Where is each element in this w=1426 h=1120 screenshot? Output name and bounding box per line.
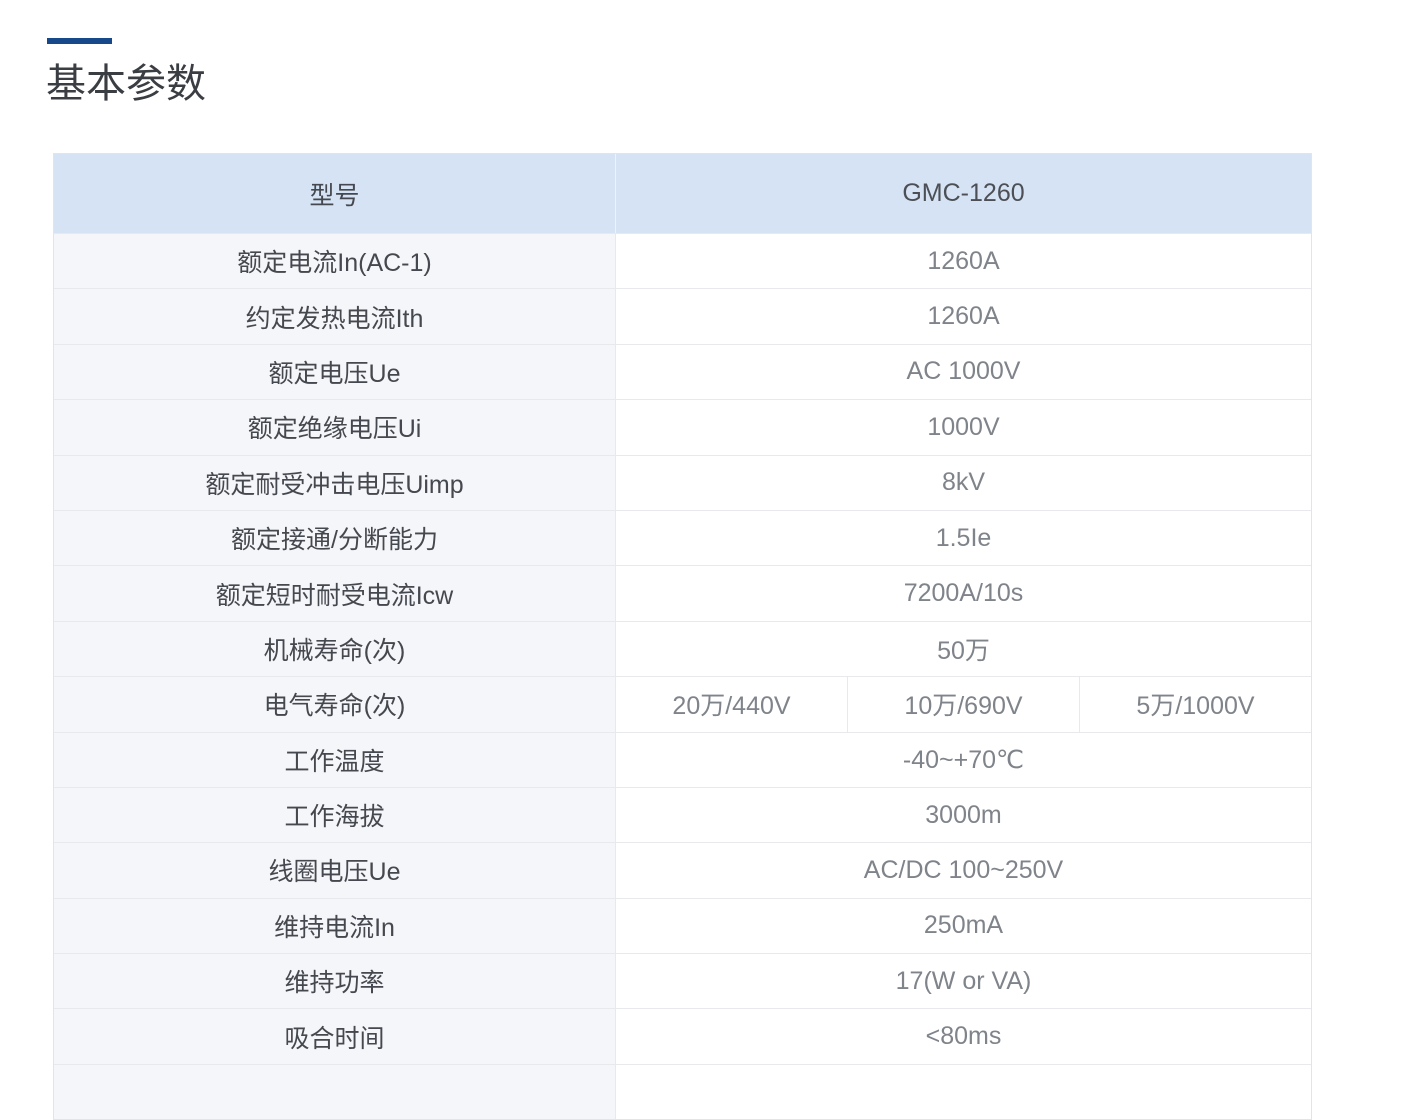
- table-row: 维持功率 17(W or VA): [54, 953, 1311, 1009]
- param-value: 250mA: [616, 898, 1311, 954]
- spec-table: 型号 GMC-1260 额定电流In(AC-1) 1260A 约定发热电流Ith…: [53, 153, 1312, 1120]
- accent-dash: [47, 38, 112, 44]
- param-value: 20万/440V: [616, 677, 847, 732]
- table-row: 额定绝缘电压Ui 1000V: [54, 399, 1311, 455]
- param-value: <80ms: [616, 1009, 1311, 1064]
- param-label: 工作温度: [54, 732, 616, 787]
- table-header-row: 型号 GMC-1260: [54, 154, 1311, 233]
- param-value: AC/DC 100~250V: [616, 843, 1311, 898]
- param-value: 8kV: [616, 455, 1311, 510]
- param-value: [616, 1064, 1311, 1120]
- param-label: 额定绝缘电压Ui: [54, 400, 616, 455]
- param-value: 3000m: [616, 787, 1311, 843]
- table-row: 工作温度 -40~+70℃: [54, 731, 1311, 787]
- table-row: 额定接通/分断能力 1.5Ie: [54, 509, 1311, 566]
- table-row: 额定电压Ue AC 1000V: [54, 343, 1311, 400]
- table-row-partial: [54, 1063, 1311, 1120]
- param-label: 额定耐受冲击电压Uimp: [54, 455, 616, 510]
- param-label: 约定发热电流Ith: [54, 289, 616, 344]
- param-label: 维持功率: [54, 954, 616, 1009]
- param-label: 吸合时间: [54, 1009, 616, 1064]
- param-label: 线圈电压Ue: [54, 843, 616, 898]
- header-label-model: 型号: [54, 154, 616, 233]
- param-value: 7200A/10s: [616, 566, 1311, 621]
- param-label: 额定接通/分断能力: [54, 510, 616, 566]
- param-value: 1260A: [616, 289, 1311, 344]
- param-label: 工作海拔: [54, 787, 616, 843]
- param-value: 5万/1000V: [1079, 677, 1311, 732]
- param-value: 1.5Ie: [616, 510, 1311, 566]
- table-row: 机械寿命(次) 50万: [54, 620, 1311, 677]
- table-row: 线圈电压Ue AC/DC 100~250V: [54, 842, 1311, 898]
- param-value: -40~+70℃: [616, 732, 1311, 787]
- table-row: 约定发热电流Ith 1260A: [54, 288, 1311, 344]
- param-value: AC 1000V: [616, 344, 1311, 400]
- param-label: 额定短时耐受电流Icw: [54, 566, 616, 621]
- param-label: 维持电流In: [54, 898, 616, 954]
- table-row: 额定电流In(AC-1) 1260A: [54, 233, 1311, 289]
- header-value-model: GMC-1260: [902, 179, 1025, 207]
- param-label: 电气寿命(次): [54, 677, 616, 732]
- table-row-electrical-life: 电气寿命(次) 20万/440V 10万/690V 5万/1000V: [54, 676, 1311, 732]
- param-label: [54, 1064, 616, 1120]
- table-row: 工作海拔 3000m: [54, 786, 1311, 843]
- header-value-wrap: GMC-1260: [616, 154, 1311, 233]
- table-row: 吸合时间 <80ms: [54, 1008, 1311, 1064]
- page-title: 基本参数: [46, 62, 206, 106]
- param-value: 17(W or VA): [616, 954, 1311, 1009]
- param-label: 机械寿命(次): [54, 621, 616, 677]
- param-value: 50万: [616, 621, 1311, 677]
- param-label: 额定电压Ue: [54, 344, 616, 400]
- table-row: 额定短时耐受电流Icw 7200A/10s: [54, 565, 1311, 621]
- table-row: 维持电流In 250mA: [54, 897, 1311, 954]
- param-value: 1000V: [616, 400, 1311, 455]
- param-value: 1260A: [616, 234, 1311, 289]
- table-row: 额定耐受冲击电压Uimp 8kV: [54, 454, 1311, 510]
- param-label: 额定电流In(AC-1): [54, 234, 616, 289]
- param-value: 10万/690V: [847, 677, 1079, 732]
